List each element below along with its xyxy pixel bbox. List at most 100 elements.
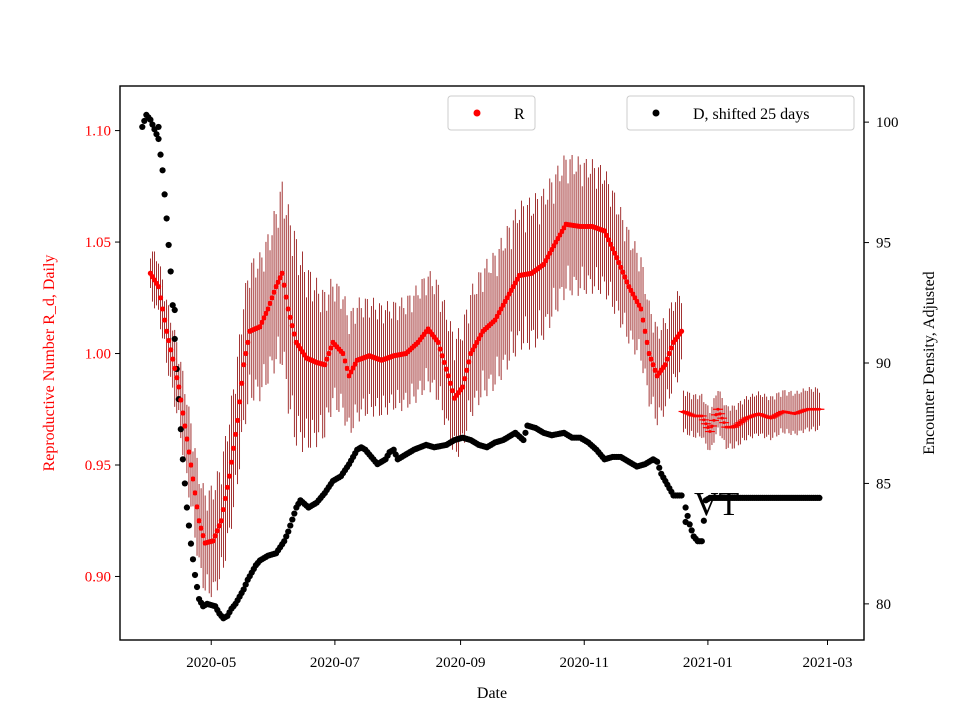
r-point	[267, 300, 273, 306]
r-point	[344, 365, 350, 371]
d-point	[157, 151, 164, 158]
r-point	[164, 328, 170, 334]
r-point	[466, 359, 472, 365]
d-point	[185, 522, 193, 529]
r-point	[718, 412, 722, 416]
r-point	[161, 317, 168, 323]
r-point	[261, 315, 267, 321]
legend-d-box	[626, 95, 855, 131]
r-point	[241, 362, 247, 368]
d-point	[688, 527, 695, 534]
r-point	[340, 350, 346, 357]
r-point	[234, 417, 241, 424]
y-right-tick-label: 100	[876, 115, 899, 131]
r-point	[198, 525, 204, 531]
d-point	[155, 135, 162, 143]
r-point	[638, 306, 644, 312]
d-point	[177, 426, 184, 433]
d-point	[242, 581, 249, 588]
d-point	[287, 522, 294, 529]
r-point	[192, 490, 198, 496]
r-point	[186, 449, 192, 455]
r-point	[702, 418, 706, 422]
r-point	[212, 533, 218, 539]
r-point	[348, 369, 354, 375]
r-point	[230, 445, 237, 451]
r-point	[285, 306, 291, 312]
d-series	[139, 111, 823, 622]
d-point	[281, 538, 288, 545]
r-point	[220, 506, 226, 513]
r-point	[460, 384, 466, 390]
r-point	[265, 306, 271, 312]
r-point	[720, 416, 724, 420]
r-point	[245, 339, 251, 345]
r-point	[342, 358, 348, 364]
r-point	[289, 323, 295, 329]
d-point	[167, 268, 174, 275]
d-point	[678, 492, 685, 499]
r-point	[445, 373, 452, 379]
r-point	[157, 295, 164, 301]
d-point	[289, 516, 296, 523]
r-point	[166, 337, 172, 344]
r-point	[326, 350, 332, 357]
d-point	[684, 512, 691, 520]
d-point	[159, 167, 166, 174]
y-right-tick-label: 85	[876, 476, 891, 492]
r-point	[622, 274, 628, 280]
d-point	[522, 429, 529, 436]
d-point	[165, 241, 172, 249]
d-point	[149, 121, 156, 128]
y-right-tick-label: 90	[876, 356, 891, 372]
r-point	[646, 350, 652, 357]
d-point	[161, 191, 168, 198]
r-point	[328, 345, 334, 351]
r-point	[642, 328, 648, 334]
r-point	[706, 426, 710, 430]
legend-r: R	[447, 95, 536, 131]
y-left-tick-label: 0.90	[85, 569, 111, 585]
r-point	[216, 523, 222, 529]
d-point	[169, 302, 176, 309]
x-tick-label: 2021-03	[803, 655, 853, 671]
r-point	[214, 528, 220, 534]
r-point	[174, 375, 180, 381]
x-tick-label: 2021-01	[683, 655, 733, 671]
d-point	[240, 586, 247, 593]
r-point	[346, 373, 352, 379]
r-point	[287, 314, 293, 320]
r-point	[218, 518, 224, 524]
r-point	[324, 356, 330, 362]
r-point	[716, 407, 720, 411]
r-point	[666, 350, 672, 357]
r-point	[188, 462, 194, 468]
r-point	[237, 399, 243, 405]
y-left-tick-label: 1.10	[85, 124, 111, 140]
y-right-ticks: 80 85 90 95 100	[864, 115, 899, 613]
legend-d-marker	[652, 109, 660, 117]
r-point	[620, 269, 626, 275]
r-point	[704, 422, 708, 426]
r-point	[664, 356, 670, 362]
r-point	[352, 361, 358, 367]
r-point	[668, 345, 675, 351]
r-point	[257, 324, 263, 330]
d-point	[654, 458, 661, 465]
y-right-tick-label: 80	[876, 597, 891, 613]
r-point	[648, 356, 654, 362]
d-point	[656, 464, 663, 471]
r-point	[722, 421, 726, 425]
r-point	[178, 397, 184, 403]
r-point	[190, 476, 196, 482]
d-point	[179, 456, 186, 463]
r-point	[273, 284, 279, 290]
r-point	[194, 504, 200, 510]
r-point	[243, 350, 249, 357]
r-point	[449, 388, 456, 394]
d-point	[191, 571, 199, 579]
d-point	[700, 517, 707, 524]
r-point	[603, 232, 610, 238]
r-point	[464, 367, 470, 373]
d-point	[189, 556, 197, 563]
